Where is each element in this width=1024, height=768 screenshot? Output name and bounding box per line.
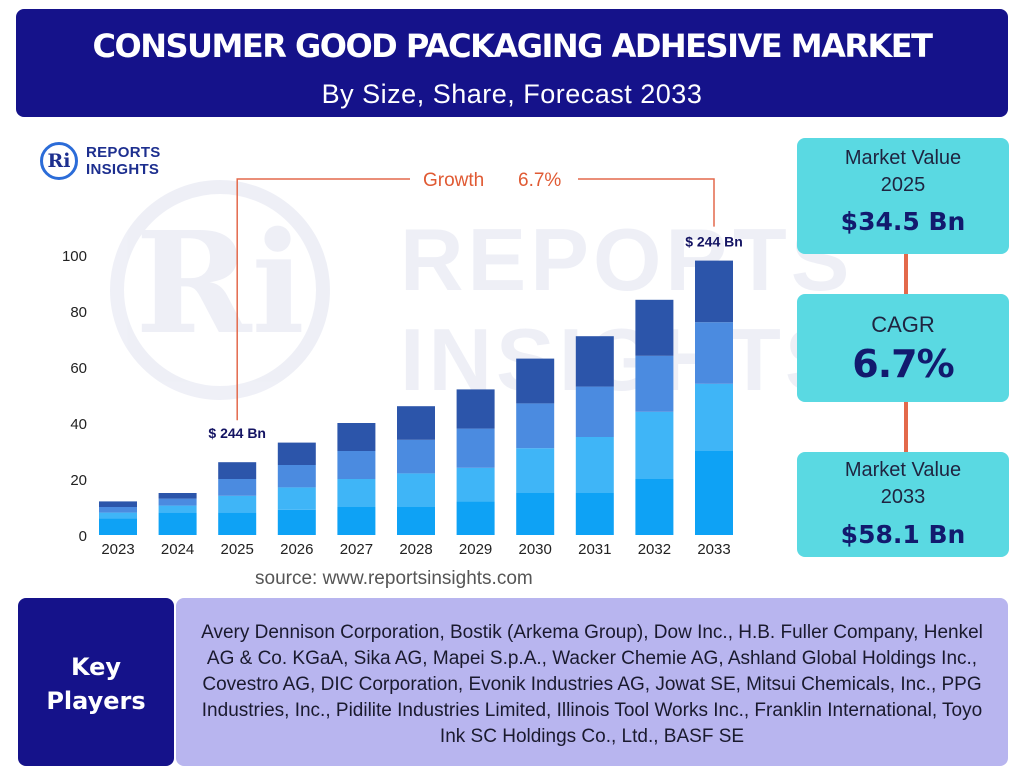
market-value-2033-box: Market Value 2033 $58.1 Bn <box>797 452 1009 557</box>
bar-segment <box>456 428 495 468</box>
connector-line-bottom <box>904 402 908 452</box>
x-tick-label: 2025 <box>221 541 254 558</box>
bar-segment <box>516 448 555 493</box>
cagr-box: CAGR 6.7% <box>797 294 1009 402</box>
x-tick-label: 2027 <box>340 541 373 558</box>
bar-segment <box>575 493 614 535</box>
bar-segment <box>516 403 555 449</box>
market-value-2033-label-line2: 2033 <box>880 486 926 508</box>
x-tick-label: 2030 <box>519 541 552 558</box>
bar-segment <box>456 501 495 535</box>
y-tick-label: 0 <box>79 528 87 545</box>
bar-segment <box>516 493 555 535</box>
x-tick-label: 2032 <box>638 541 671 558</box>
key-players-list-box: Avery Dennison Corporation, Bostik (Arke… <box>176 598 1008 766</box>
y-tick-label: 80 <box>70 304 87 321</box>
bar-segment <box>337 451 376 479</box>
market-value-2025-label-line1: Market Value <box>844 147 962 169</box>
growth-label: Growth <box>423 170 484 191</box>
bar-segment <box>277 509 316 535</box>
y-tick-label: 100 <box>62 248 87 265</box>
key-players-heading: Key Players <box>18 598 174 718</box>
bar-segment <box>575 336 614 387</box>
bar-segment <box>456 467 495 502</box>
bar-segment <box>695 451 733 535</box>
market-value-2025-label: Market Value 2025 <box>797 138 1009 199</box>
bar-segment <box>635 479 674 535</box>
bar-segment <box>337 423 376 451</box>
bar-segment <box>695 260 733 323</box>
x-tick-label: 2031 <box>578 541 611 558</box>
market-value-2025-value: $34.5 Bn <box>840 207 966 236</box>
logo-text: REPORTS INSIGHTS <box>86 144 161 178</box>
market-value-2025-label-line2: 2025 <box>880 174 926 196</box>
end-value-label: $ 244 Bn <box>685 234 743 250</box>
bar-segment <box>397 406 435 440</box>
market-value-2033-label: Market Value 2033 <box>797 452 1009 511</box>
bar-segment <box>575 386 614 437</box>
growth-line-right <box>578 178 715 227</box>
bar-segment <box>695 383 733 451</box>
bar-segment <box>337 479 376 507</box>
cagr-value: 6.7% <box>852 342 954 386</box>
x-tick-label: 2029 <box>459 541 492 558</box>
x-tick-label: 2028 <box>399 541 432 558</box>
bar-segment <box>397 439 435 474</box>
bar-segment <box>337 507 376 535</box>
bar-segment <box>99 507 137 513</box>
header-banner: CONSUMER GOOD PACKAGING ADHESIVE MARKET … <box>16 9 1008 117</box>
key-players-list: Avery Dennison Corporation, Bostik (Arke… <box>201 622 983 747</box>
x-tick-label: 2033 <box>697 541 730 558</box>
bar-segment <box>397 473 435 507</box>
bar-segment <box>277 465 316 488</box>
y-tick-label: 40 <box>70 416 87 433</box>
bar-segment <box>635 299 674 356</box>
bar-segment <box>277 442 316 465</box>
key-players-heading-line1: Key <box>70 653 122 681</box>
key-players-heading-line2: Players <box>46 687 146 715</box>
key-players-heading-box: Key Players <box>18 598 174 766</box>
x-tick-label: 2026 <box>280 541 313 558</box>
bar-segment <box>695 322 733 384</box>
bar-segment <box>277 487 316 510</box>
bar-segment <box>99 512 137 519</box>
bar-segment <box>158 505 197 513</box>
bar-segment <box>158 493 197 499</box>
page-subtitle: By Size, Share, Forecast 2033 <box>321 79 703 109</box>
bar-segment <box>218 479 257 496</box>
bar-segment <box>158 512 197 535</box>
growth-line-left <box>236 178 410 421</box>
connector-line-top <box>904 254 908 294</box>
stacked-bar-chart: 0 20 40 60 80 100 2023 2024 2025 2026 2027 2028 2029… <box>62 170 743 558</box>
market-value-2025-box: Market Value 2025 $34.5 Bn <box>797 138 1009 254</box>
bar-segment <box>516 358 555 404</box>
x-tick-label: 2024 <box>161 541 194 558</box>
reports-insights-logo: Ri REPORTS INSIGHTS <box>40 142 180 182</box>
logo-badge: Ri <box>40 142 78 180</box>
growth-value: 6.7% <box>518 170 561 191</box>
bar-segment <box>99 518 137 535</box>
bar-segment <box>575 437 614 493</box>
source-text: source: www.reportsinsights.com <box>255 568 533 589</box>
page-title: CONSUMER GOOD PACKAGING ADHESIVE MARKET <box>92 27 933 65</box>
logo-line1: REPORTS <box>86 144 161 161</box>
logo-line2: INSIGHTS <box>86 161 160 178</box>
bar-segment <box>635 355 674 412</box>
y-tick-label: 60 <box>70 360 87 377</box>
bar-segment <box>218 512 257 535</box>
bar-segment <box>99 501 137 507</box>
bar-segment <box>456 389 495 429</box>
market-value-2033-label-line1: Market Value <box>844 459 962 481</box>
bar-segment <box>218 495 257 513</box>
x-tick-label: 2023 <box>101 541 134 558</box>
cagr-label: CAGR <box>871 312 935 337</box>
bar-segment <box>635 411 674 479</box>
bar-segment <box>158 498 197 506</box>
market-value-2033-value: $58.1 Bn <box>840 520 966 549</box>
y-tick-label: 20 <box>70 472 87 489</box>
start-value-label: $ 244 Bn <box>208 425 266 441</box>
bar-segment <box>218 462 257 479</box>
bar-segment <box>397 507 435 535</box>
